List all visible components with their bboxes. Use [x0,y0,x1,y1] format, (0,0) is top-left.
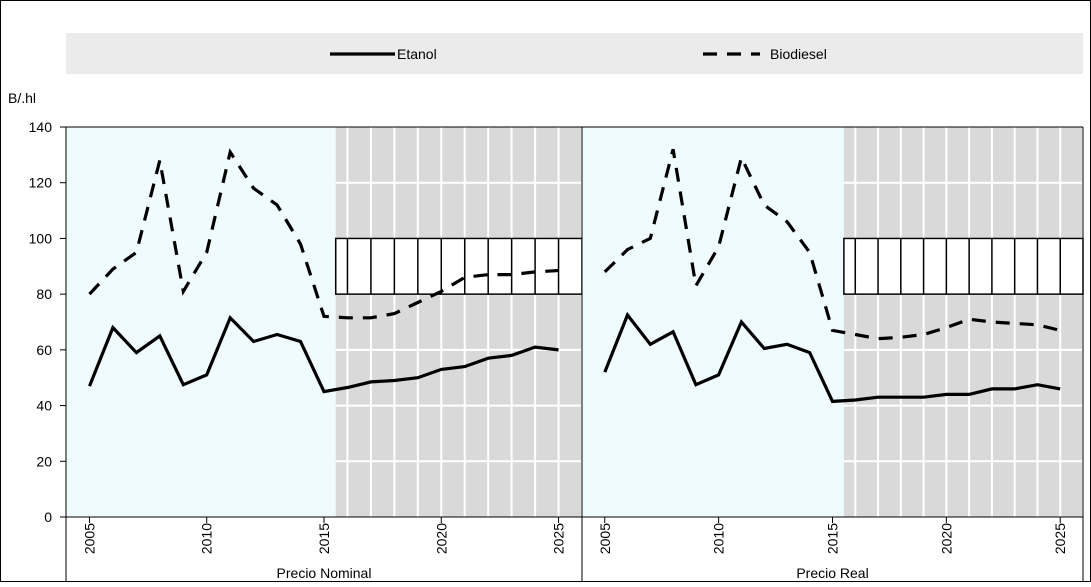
legend-background [66,33,1083,74]
x-tick-label: 2025 [1052,523,1068,554]
series-line-etanol [88,314,559,394]
history-background [66,127,336,517]
y-tick-label: 0 [44,509,52,525]
x-tick-label: 2020 [433,523,449,554]
x-tick-label: 2010 [199,523,215,554]
y-tick-label: 60 [36,342,52,358]
x-tick-label: 2010 [711,523,727,554]
y-tick-label: 20 [36,453,52,469]
y-tick-label: 100 [29,230,53,246]
history-background [582,127,844,517]
x-tick-label: 2005 [81,523,97,554]
y-tick-label: 40 [36,398,52,414]
legend-label-biodiesel: Biodiesel [770,46,827,62]
x-tick-label: 2015 [316,523,332,554]
projection-band [843,237,1084,295]
y-tick-label: 140 [29,119,53,135]
projection-background [843,127,1083,517]
projection-background [335,127,582,517]
panel-nominal [66,127,583,517]
y-tick-label: 80 [36,286,52,302]
y-axis-label: B/.hl [8,90,36,106]
series-line-biodiesel [88,148,559,320]
y-tick-label: 120 [29,175,53,191]
series-line-biodiesel [603,148,1061,341]
axes: 2005 2010 2015 2020 2025 Precio Nominal 2005 20… [29,119,1084,582]
panel-label: Precio Nominal [277,565,372,581]
projection-band [334,237,583,295]
x-tick-label: 2005 [597,523,613,554]
panel-real [582,127,1084,517]
plot-area [66,127,1084,517]
panel-label: Precio Real [796,565,868,581]
legend: Etanol Biodiesel [66,33,1083,74]
x-tick-label: 2020 [938,523,954,554]
series-line-etanol [603,311,1061,404]
x-tick-label: 2015 [825,523,841,554]
x-tick-label: 2025 [551,523,567,554]
legend-label-etanol: Etanol [397,46,437,62]
